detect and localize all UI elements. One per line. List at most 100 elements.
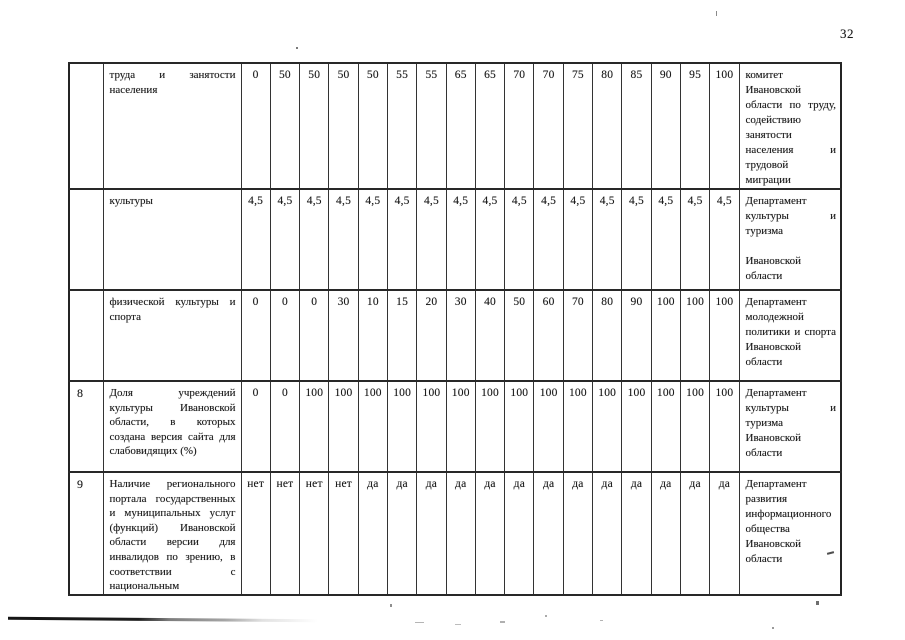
- value-cell: 70: [504, 62, 535, 190]
- value-cell: 4,5: [679, 188, 711, 291]
- value-cell: 40: [474, 289, 506, 382]
- value-cell: 65: [445, 62, 476, 190]
- row-number-cell: [68, 188, 104, 291]
- value-cell: да: [386, 471, 418, 596]
- department-cell: Департамент развития информационного общ…: [738, 471, 842, 596]
- value-cell: 4,5: [269, 188, 301, 291]
- indicator-name-cell: физической культуры и спорта: [102, 289, 242, 382]
- value-cell: 60: [533, 289, 564, 382]
- scan-speck: [390, 604, 392, 607]
- value-cell: 0: [269, 380, 301, 473]
- value-cell: 100: [650, 380, 681, 473]
- department-paragraph: Департамент культуры и туризма: [745, 195, 836, 237]
- value-cell: 4,5: [386, 188, 418, 291]
- department-paragraph: комитет Ивановской области по труду, сод…: [745, 69, 836, 186]
- scan-speck: [816, 601, 819, 605]
- value-cell: 0: [299, 289, 330, 382]
- value-cell: да: [416, 471, 447, 596]
- row-number-cell: [68, 289, 104, 382]
- value-cell: 70: [562, 289, 594, 382]
- value-cell: 100: [416, 380, 447, 473]
- table-row: труда и занятости населения 0 50 50 50 50 55 55…: [68, 62, 842, 190]
- table-row: физической культуры и спорта 0 0 0 30 10 15 20 3…: [68, 289, 842, 382]
- value-cell: 90: [650, 62, 681, 190]
- value-cell: 0: [240, 289, 271, 382]
- value-cell: 100: [299, 380, 330, 473]
- department-cell: комитет Ивановской области по труду, сод…: [738, 62, 842, 190]
- value-cell: 100: [621, 380, 652, 473]
- value-cell: 100: [650, 289, 681, 382]
- value-cell: 4,5: [299, 188, 330, 291]
- table-row: 8 Доля учреждений культуры Ивановской обл…: [68, 380, 842, 473]
- value-cell: да: [504, 471, 535, 596]
- value-cell: 4,5: [533, 188, 564, 291]
- scan-speck: [296, 47, 298, 49]
- scan-speck: [716, 11, 717, 16]
- table-body: труда и занятости населения 0 50 50 50 50 55 55…: [68, 62, 842, 596]
- row-number-cell: 8: [68, 380, 104, 473]
- value-cell: да: [592, 471, 623, 596]
- value-cell: 50: [269, 62, 301, 190]
- value-cell: 100: [474, 380, 506, 473]
- value-cell: 0: [240, 380, 271, 473]
- value-cell: 4,5: [709, 188, 740, 291]
- value-cell: да: [650, 471, 681, 596]
- value-cell: 4,5: [650, 188, 681, 291]
- value-cell: нет: [299, 471, 330, 596]
- value-cell: 85: [621, 62, 652, 190]
- value-cell: 55: [416, 62, 447, 190]
- value-cell: 100: [328, 380, 359, 473]
- value-cell: 50: [299, 62, 330, 190]
- page-number: 32: [840, 26, 854, 41]
- value-cell: 4,5: [504, 188, 535, 291]
- value-cell: 55: [386, 62, 418, 190]
- scan-speck: [772, 627, 774, 629]
- department-paragraph: Департамент молодежной политики и спорта…: [745, 296, 836, 368]
- department-cell: Департамент культуры и туризма Ивановской…: [738, 188, 842, 291]
- value-cell: 4,5: [328, 188, 359, 291]
- value-cell: 4,5: [592, 188, 623, 291]
- value-cell: 70: [533, 62, 564, 190]
- value-cell: нет: [269, 471, 301, 596]
- value-cell: да: [533, 471, 564, 596]
- indicator-name-cell: культуры: [102, 188, 242, 291]
- indicator-name-cell: Доля учреждений культуры Ивановской обла…: [102, 380, 242, 473]
- value-cell: 100: [562, 380, 594, 473]
- value-cell: 100: [709, 62, 740, 190]
- scan-speck: [545, 615, 547, 617]
- department-paragraph: Департамент развития информационного общ…: [745, 478, 832, 565]
- value-cell: 80: [592, 289, 623, 382]
- scan-speck: [500, 621, 505, 623]
- table-row: культуры 4,5 4,5 4,5 4,5 4,5 4,5 4,5 4,5 4,5 4,5 4,…: [68, 188, 842, 291]
- value-cell: 100: [709, 289, 740, 382]
- value-cell: 100: [357, 380, 388, 473]
- value-cell: 100: [504, 380, 535, 473]
- indicator-name-cell: труда и занятости населения: [102, 62, 242, 190]
- value-cell: 100: [679, 289, 711, 382]
- value-cell: да: [357, 471, 388, 596]
- value-cell: нет: [240, 471, 271, 596]
- value-cell: 4,5: [562, 188, 594, 291]
- value-cell: 100: [679, 380, 711, 473]
- value-cell: 4,5: [357, 188, 388, 291]
- value-cell: 50: [504, 289, 535, 382]
- value-cell: 90: [621, 289, 652, 382]
- value-cell: да: [445, 471, 476, 596]
- value-cell: 4,5: [416, 188, 447, 291]
- indicators-table: труда и занятости населения 0 50 50 50 50 55 55…: [68, 62, 842, 596]
- value-cell: да: [679, 471, 711, 596]
- value-cell: да: [562, 471, 594, 596]
- value-cell: да: [621, 471, 652, 596]
- indicator-name-cell: Наличие регионального портала государств…: [102, 471, 242, 596]
- value-cell: да: [474, 471, 506, 596]
- value-cell: 0: [269, 289, 301, 382]
- value-cell: 0: [240, 62, 271, 190]
- value-cell: 65: [474, 62, 506, 190]
- value-cell: 4,5: [474, 188, 506, 291]
- department-paragraph: Департамент культуры и туризма Ивановско…: [745, 387, 836, 459]
- value-cell: 20: [416, 289, 447, 382]
- value-cell: 100: [445, 380, 476, 473]
- value-cell: 4,5: [240, 188, 271, 291]
- value-cell: 100: [386, 380, 418, 473]
- value-cell: 30: [328, 289, 359, 382]
